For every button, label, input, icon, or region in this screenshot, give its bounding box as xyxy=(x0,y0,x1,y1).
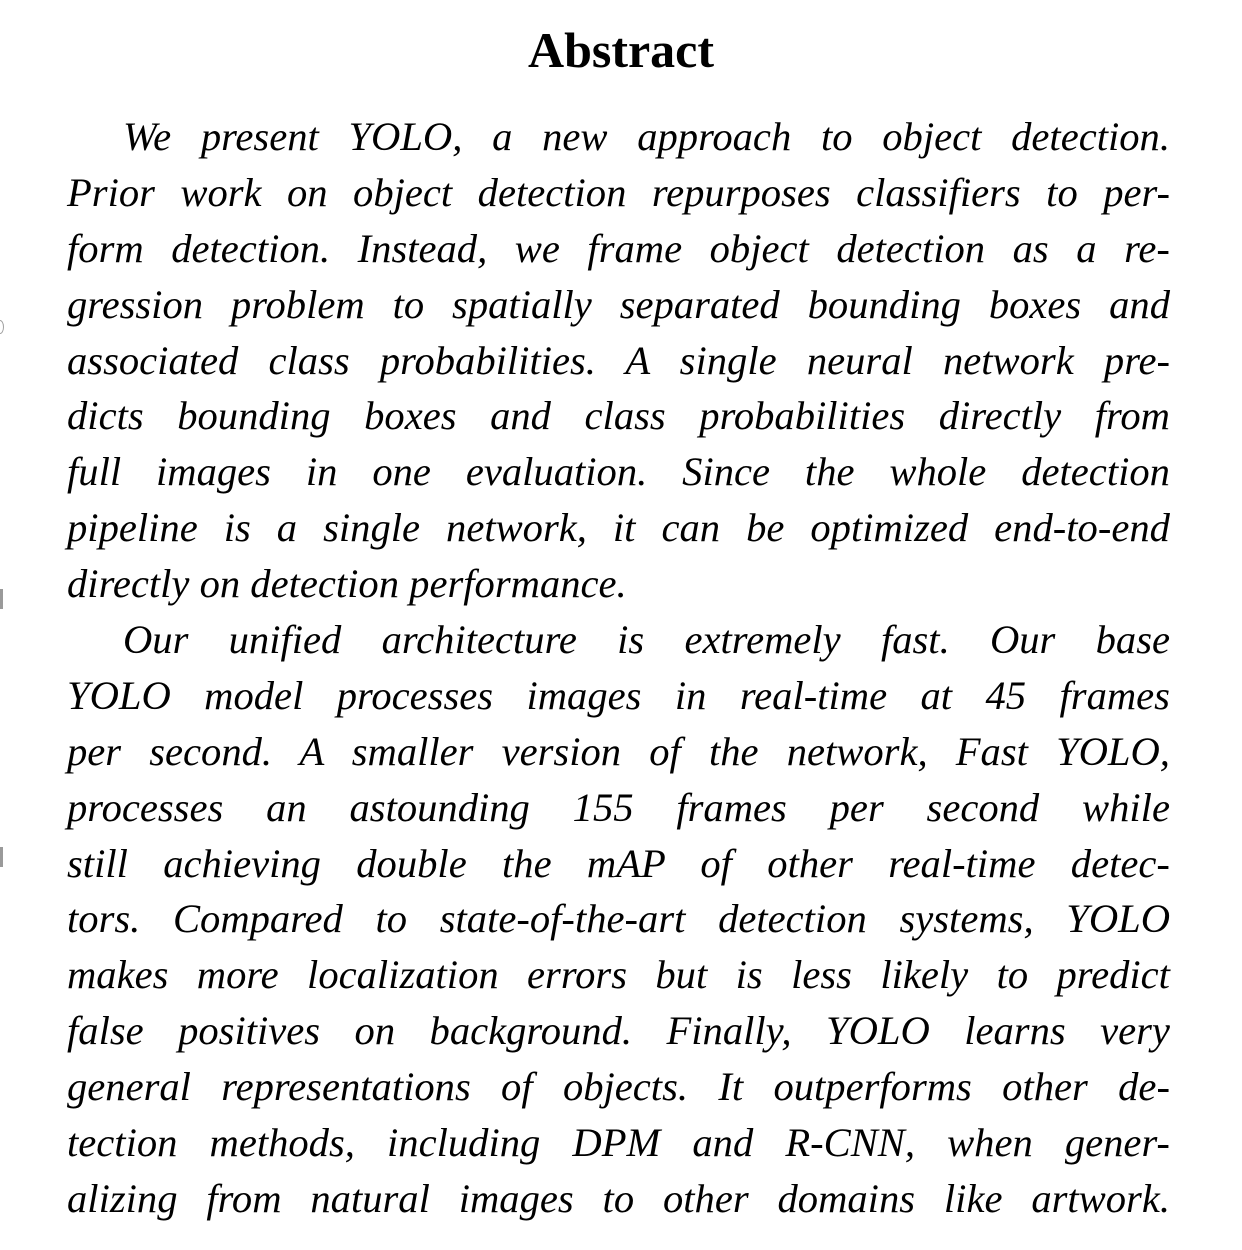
text-line: directly on detection performance. xyxy=(67,561,627,607)
text-line: alizing from natural images to other dom… xyxy=(67,1175,1170,1221)
text-line: makes more localization errors but is le… xyxy=(67,952,1170,998)
text-line: form detection. Instead, we frame object… xyxy=(67,225,1170,271)
text-line: tors. Compared to state-of-the-art detec… xyxy=(67,896,1171,942)
text-line: still achieving double the mAP of other … xyxy=(67,840,1170,886)
text-line: Our unified architecture is extremely fa… xyxy=(123,617,1170,663)
text-line: We present YOLO, a new approach to objec… xyxy=(123,114,1170,159)
abstract-body: We present YOLO, a new approach to objec… xyxy=(67,109,1170,1227)
abstract-paragraph-1: We present YOLO, a new approach to objec… xyxy=(67,109,1170,612)
text-line: per second. A smaller version of the net… xyxy=(67,728,1170,774)
text-line: associated class probabilities. A single… xyxy=(67,337,1171,383)
text-line: pipeline is a single network, it can be … xyxy=(67,505,1170,551)
text-line: false positives on background. Finally, … xyxy=(67,1008,1170,1054)
text-line: dicts bounding boxes and class probabili… xyxy=(67,393,1170,439)
text-line: full images in one evaluation. Since the… xyxy=(67,449,1170,495)
abstract-paragraph-2: Our unified architecture is extremely fa… xyxy=(67,612,1170,1227)
abstract-heading: Abstract xyxy=(527,22,715,78)
text-line: Prior work on object detection repurpose… xyxy=(67,169,1170,215)
text-line: processes an astounding 155 frames per s… xyxy=(67,784,1170,830)
scan-mark xyxy=(0,847,3,867)
text-line: tection methods, including DPM and R-CNN… xyxy=(67,1120,1170,1166)
scan-mark xyxy=(0,589,3,609)
text-line: gression problem to spatially separated … xyxy=(67,281,1170,327)
text-line: YOLO model processes images in real-time… xyxy=(67,672,1170,718)
scan-mark xyxy=(0,320,4,334)
text-line: general representations of objects. It o… xyxy=(67,1064,1170,1110)
